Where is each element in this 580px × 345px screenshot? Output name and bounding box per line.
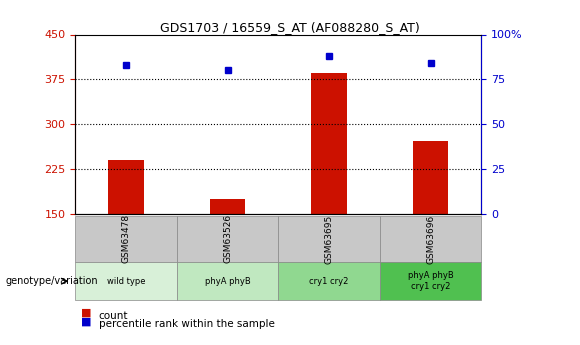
Text: GSM63696: GSM63696 [426,214,435,264]
Text: phyA phyB
cry1 cry2: phyA phyB cry1 cry2 [408,272,454,291]
Text: GDS1703 / 16559_S_AT (AF088280_S_AT): GDS1703 / 16559_S_AT (AF088280_S_AT) [160,21,420,34]
Text: GSM63478: GSM63478 [122,214,130,264]
Text: ■: ■ [81,316,92,326]
Text: genotype/variation: genotype/variation [6,276,99,286]
Text: GSM63695: GSM63695 [325,214,333,264]
Bar [413,141,448,214]
Text: count: count [99,311,128,321]
Text: GSM63526: GSM63526 [223,214,232,264]
Bar [311,73,347,214]
Text: phyA phyB: phyA phyB [205,277,251,286]
Bar [108,160,144,214]
Text: wild type: wild type [107,277,146,286]
Text: ■: ■ [81,308,92,318]
Text: cry1 cry2: cry1 cry2 [310,277,349,286]
Bar [210,199,245,214]
Text: percentile rank within the sample: percentile rank within the sample [99,319,274,329]
